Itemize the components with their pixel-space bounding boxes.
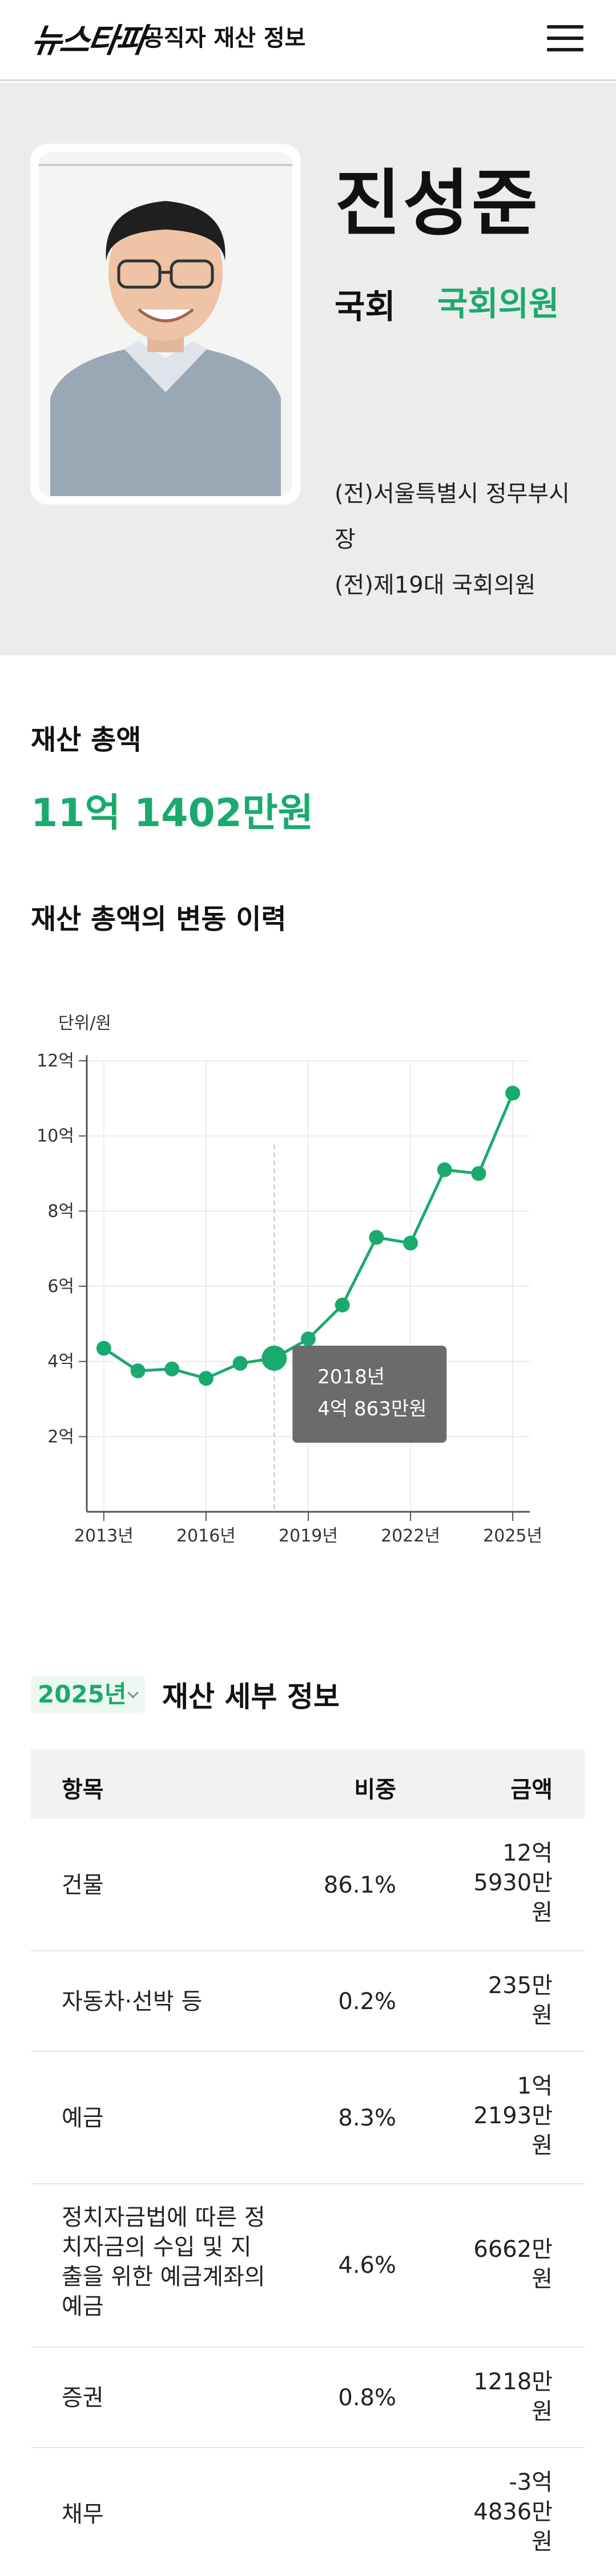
table-row: 예금 8.3% 1억 2193만 원 [31, 2052, 585, 2184]
y-tick-label: 12억 [37, 1051, 74, 1071]
amount-line: 2193만 [473, 2103, 553, 2129]
data-point [164, 1361, 180, 1376]
column-header-amount: 금액 [510, 1777, 553, 1803]
career-list: (전)서울특별시 정무부시장 (전)제19대 국회의원 [335, 471, 586, 608]
y-tick-label: 8억 [47, 1201, 74, 1221]
column-header-item: 항목 [62, 1777, 104, 1803]
line-chart: 단위/원 2억 4억 6억 8억 10억 12억 2013년 2016년 2019년 2022년 20… [37, 1013, 542, 1546]
data-point [232, 1355, 248, 1371]
y-tick-label: 10억 [37, 1126, 74, 1146]
tooltip-year: 2018년 [317, 1366, 385, 1388]
data-point [96, 1341, 111, 1356]
x-tick-label: 2019년 [279, 1526, 338, 1546]
history-title: 재산 총액의 변동 이력 [31, 903, 287, 935]
amount-line: 12억 [502, 1840, 553, 1866]
highlighted-data-point [261, 1345, 287, 1371]
position-name: 국회의원 [437, 284, 559, 323]
data-point [130, 1363, 146, 1379]
year-select[interactable]: 2025년 [31, 1676, 145, 1713]
data-point [198, 1371, 214, 1386]
row-ratio: 86.1% [323, 1872, 396, 1898]
chevron-down-icon [127, 1687, 139, 1698]
amount-line: 1억 [517, 2073, 553, 2099]
total-assets-label: 재산 총액 [31, 724, 142, 756]
total-assets-value: 11억 1402만원 [31, 791, 314, 836]
row-ratio: 4.6% [338, 2252, 396, 2279]
row-item: 건물 [62, 1872, 104, 1898]
row-item: 예금 [62, 2105, 104, 2131]
hamburger-menu-icon[interactable] [547, 25, 583, 51]
top-bar: 뉴스타파 공직자 재산 정보 [0, 0, 616, 81]
table-row: 건물 86.1% 12억 5930만 원 [31, 1819, 585, 1951]
amount-line: 1218만 [473, 2369, 553, 2395]
row-item: 정치자금법에 따른 정치자금의 수입 및 지출을 위한 예금계좌의 예금 [62, 2204, 265, 2320]
career-item: (전)제19대 국회의원 [335, 572, 536, 598]
row-item: 채무 [62, 2501, 104, 2527]
data-point [369, 1230, 384, 1245]
row-amount: 6662만 원 [438, 2235, 553, 2294]
row-amount: 1218만 원 [438, 2367, 553, 2426]
data-point [437, 1162, 452, 1177]
career-item: (전)서울특별시 정무부시장 [335, 481, 570, 553]
asset-history-chart: 단위/원 2억 4억 6억 8억 10억 12억 2013년 2016년 2019년 2022년 20… [0, 993, 616, 1570]
amount-line: -3억 [509, 2469, 553, 2496]
table-header: 항목 비중 금액 [31, 1749, 585, 1819]
amount-line: 원 [532, 2002, 553, 2028]
site-logo[interactable]: 뉴스타파 [29, 21, 147, 60]
amount-line: 4836만 [473, 2499, 553, 2525]
table-row: 자동차·선박 등 0.2% 235만 원 [31, 1951, 585, 2052]
data-point [301, 1331, 316, 1347]
x-tick-label: 2016년 [176, 1526, 236, 1546]
x-tick-label: 2025년 [483, 1526, 542, 1546]
y-tick-label: 6억 [47, 1277, 74, 1297]
menu-line [547, 25, 583, 29]
amount-line: 5930만 [473, 1870, 553, 1896]
y-tick-label: 2억 [47, 1427, 74, 1447]
person-portrait-icon [39, 152, 292, 496]
row-ratio: 0.8% [338, 2385, 396, 2411]
row-amount: -3억 4836만 원 [438, 2468, 553, 2557]
amount-line: 원 [532, 2398, 553, 2425]
chart-unit-label: 단위/원 [58, 1013, 111, 1033]
person-name: 진성준 [335, 162, 540, 245]
amount-line: 235만 [488, 1973, 553, 1999]
tooltip-value: 4억 863만원 [317, 1398, 426, 1420]
profile-photo [39, 152, 292, 496]
table-row: 정치자금법에 따른 정치자금의 수입 및 지출을 위한 예금계좌의 예금 4.6… [31, 2184, 585, 2348]
year-select-value: 2025년 [38, 1680, 127, 1708]
profile-photo-frame [31, 144, 300, 504]
row-amount: 235만 원 [438, 1971, 553, 2030]
x-tick-label: 2022년 [381, 1526, 440, 1546]
amount-line: 원 [532, 2529, 553, 2555]
position-label: 국회 [335, 287, 396, 326]
profile-section: 진성준 국회 국회의원 (전)서울특별시 정무부시장 (전)제19대 국회의원 [0, 83, 616, 655]
amount-line: 6662만 [473, 2236, 553, 2263]
site-title[interactable]: 공직자 재산 정보 [143, 25, 306, 51]
y-tick-label: 4억 [47, 1352, 74, 1372]
table-row: 증권 0.8% 1218만 원 [31, 2348, 585, 2448]
row-amount: 1억 2193만 원 [438, 2071, 553, 2160]
data-point [471, 1166, 486, 1181]
table-row: 채무 -3억 4836만 원 [31, 2448, 585, 2576]
detail-title: 재산 세부 정보 [162, 1680, 340, 1713]
row-amount: 12억 5930만 원 [438, 1838, 553, 1927]
asset-detail-table: 항목 비중 금액 건물 86.1% 12억 5930만 원 자동차·선박 등 0… [31, 1749, 585, 2576]
row-ratio: 8.3% [338, 2105, 396, 2131]
data-point [335, 1297, 350, 1313]
amount-line: 원 [532, 2266, 553, 2292]
menu-line [547, 48, 583, 51]
row-item: 증권 [62, 2385, 104, 2411]
data-point [403, 1235, 418, 1251]
amount-line: 원 [532, 2132, 553, 2159]
row-ratio: 0.2% [338, 1989, 396, 2015]
tooltip-box [292, 1345, 447, 1443]
x-tick-label: 2013년 [74, 1526, 134, 1546]
data-point [505, 1085, 521, 1101]
column-header-ratio: 비중 [354, 1777, 396, 1803]
menu-line [547, 37, 583, 40]
row-item: 자동차·선박 등 [62, 1989, 203, 2015]
amount-line: 원 [532, 1899, 553, 1926]
